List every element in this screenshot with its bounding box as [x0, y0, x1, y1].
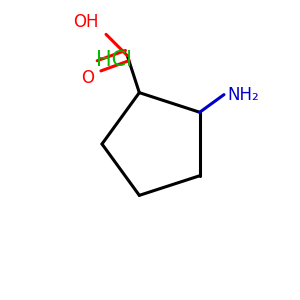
Text: HCl: HCl: [96, 50, 132, 70]
Text: O: O: [82, 69, 94, 87]
Text: NH₂: NH₂: [227, 85, 259, 103]
Text: OH: OH: [73, 13, 98, 31]
